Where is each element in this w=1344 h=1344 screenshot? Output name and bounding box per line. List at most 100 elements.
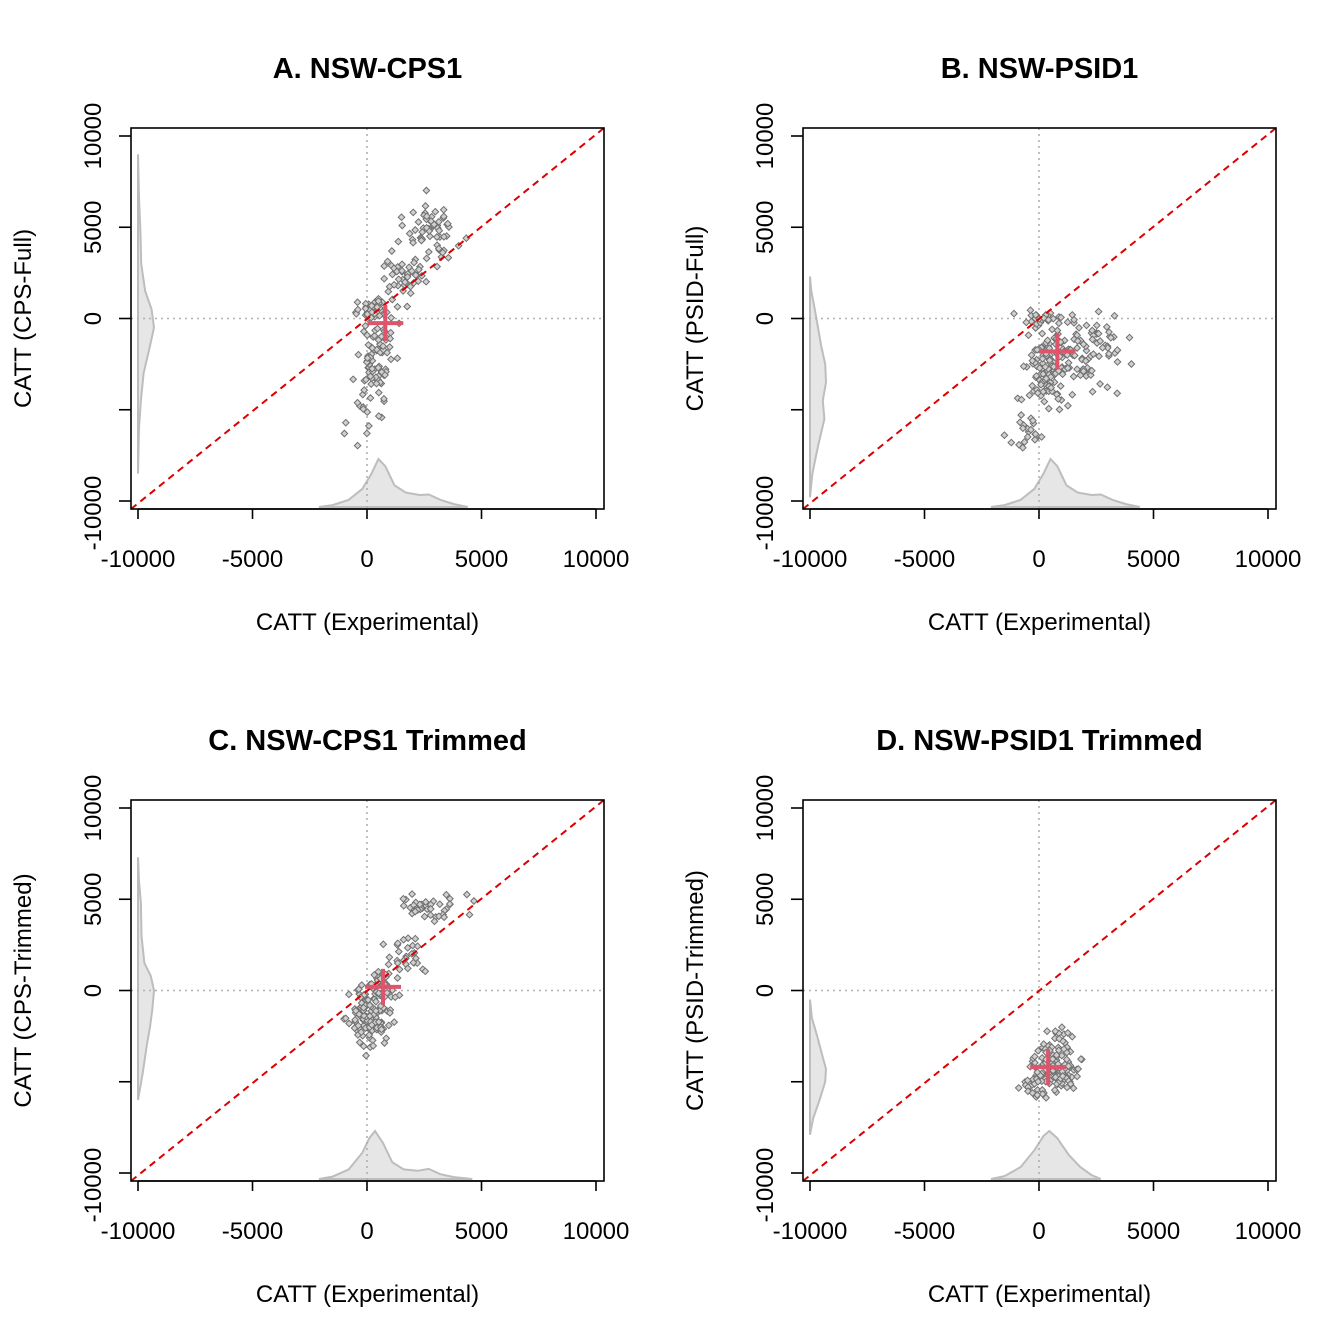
data-point xyxy=(373,324,382,333)
data-point xyxy=(374,989,383,998)
data-point xyxy=(351,1006,360,1015)
data-point xyxy=(353,398,362,407)
data-point xyxy=(340,429,349,438)
y-tick-label: 5000 xyxy=(752,873,779,926)
data-point xyxy=(1103,343,1112,352)
data-point xyxy=(375,311,384,320)
data-point xyxy=(1055,1034,1064,1043)
data-point xyxy=(426,900,435,909)
data-point xyxy=(1037,432,1046,441)
data-point xyxy=(385,343,394,351)
data-point xyxy=(383,348,392,357)
data-point xyxy=(1016,418,1024,427)
data-point xyxy=(1074,1064,1083,1073)
x-tick-label: 5000 xyxy=(455,1218,508,1245)
y-tick-label: 10000 xyxy=(752,103,779,170)
data-point xyxy=(1018,443,1027,452)
data-point xyxy=(393,959,402,968)
x-axis-label: CATT (Experimental) xyxy=(256,1281,479,1308)
data-point xyxy=(422,186,431,195)
data-point xyxy=(387,355,395,364)
data-point xyxy=(394,947,403,956)
data-point xyxy=(1102,322,1111,331)
data-point xyxy=(374,1017,383,1026)
y-density-curve xyxy=(137,857,156,1101)
data-point xyxy=(1039,370,1048,378)
data-point xyxy=(398,221,407,230)
data-point xyxy=(372,379,381,388)
data-point xyxy=(365,1001,374,1010)
data-point xyxy=(1048,325,1057,334)
data-point xyxy=(374,388,383,397)
data-point xyxy=(1028,416,1037,425)
data-point xyxy=(410,258,418,267)
data-point xyxy=(386,334,395,343)
data-point xyxy=(401,278,409,287)
y-tick-label: 10000 xyxy=(80,775,107,842)
data-point xyxy=(392,267,401,276)
data-point xyxy=(422,212,431,221)
data-point xyxy=(1034,1077,1043,1086)
data-point xyxy=(391,993,400,1002)
data-point xyxy=(1063,351,1072,359)
data-point xyxy=(359,1042,368,1051)
y-tick-label: -10000 xyxy=(80,476,107,551)
data-point xyxy=(1050,1086,1059,1095)
data-point xyxy=(431,207,440,216)
data-point xyxy=(409,208,418,217)
data-point xyxy=(385,953,394,962)
data-point xyxy=(394,275,403,284)
data-point xyxy=(1007,438,1016,447)
data-point xyxy=(1068,1032,1077,1041)
data-point xyxy=(399,935,408,944)
data-point xyxy=(434,217,443,226)
data-point xyxy=(403,272,412,281)
data-point xyxy=(394,237,403,246)
data-point xyxy=(363,310,372,319)
x-tick-label: 0 xyxy=(360,546,373,573)
x-tick-label: 5000 xyxy=(1127,546,1180,573)
data-point xyxy=(1094,307,1103,316)
data-point xyxy=(406,289,415,298)
identity-line xyxy=(130,127,605,510)
data-point xyxy=(1063,318,1072,327)
data-point xyxy=(371,997,380,1006)
data-point xyxy=(365,1012,374,1020)
data-point xyxy=(403,943,412,952)
data-point xyxy=(403,302,412,311)
panel-3: C. NSW-CPS1 Trimmed CATT (Experimental) CA… xyxy=(10,725,629,1308)
data-point xyxy=(1018,424,1027,433)
data-point xyxy=(1037,380,1045,389)
data-point xyxy=(379,940,388,949)
y-density-curve xyxy=(137,154,156,474)
x-tick-label: -5000 xyxy=(894,546,955,573)
data-point xyxy=(1063,1028,1072,1037)
data-point xyxy=(354,350,363,359)
y-tick-label: 10000 xyxy=(80,103,107,170)
data-point xyxy=(371,1006,380,1015)
y-density-curve xyxy=(809,999,828,1135)
data-point xyxy=(384,287,393,296)
panel-title: D. NSW-PSID1 Trimmed xyxy=(876,725,1203,757)
data-point xyxy=(386,328,395,337)
data-point xyxy=(425,232,434,241)
data-point xyxy=(405,229,414,238)
y-tick-label: 0 xyxy=(80,312,107,325)
data-point xyxy=(1070,351,1079,360)
data-point xyxy=(1096,379,1105,388)
data-point xyxy=(465,910,474,919)
data-point xyxy=(393,302,402,311)
panel-title: C. NSW-CPS1 Trimmed xyxy=(208,725,526,757)
data-point xyxy=(1110,311,1119,320)
data-point xyxy=(379,342,388,351)
data-point xyxy=(1048,1055,1057,1064)
data-point xyxy=(363,408,372,417)
data-point xyxy=(374,297,383,306)
data-point xyxy=(353,441,362,450)
data-point xyxy=(362,429,371,438)
data-point xyxy=(390,280,399,289)
data-point xyxy=(1077,1055,1085,1064)
data-point xyxy=(1055,405,1064,414)
data-point xyxy=(1079,367,1088,376)
data-point xyxy=(344,990,353,999)
